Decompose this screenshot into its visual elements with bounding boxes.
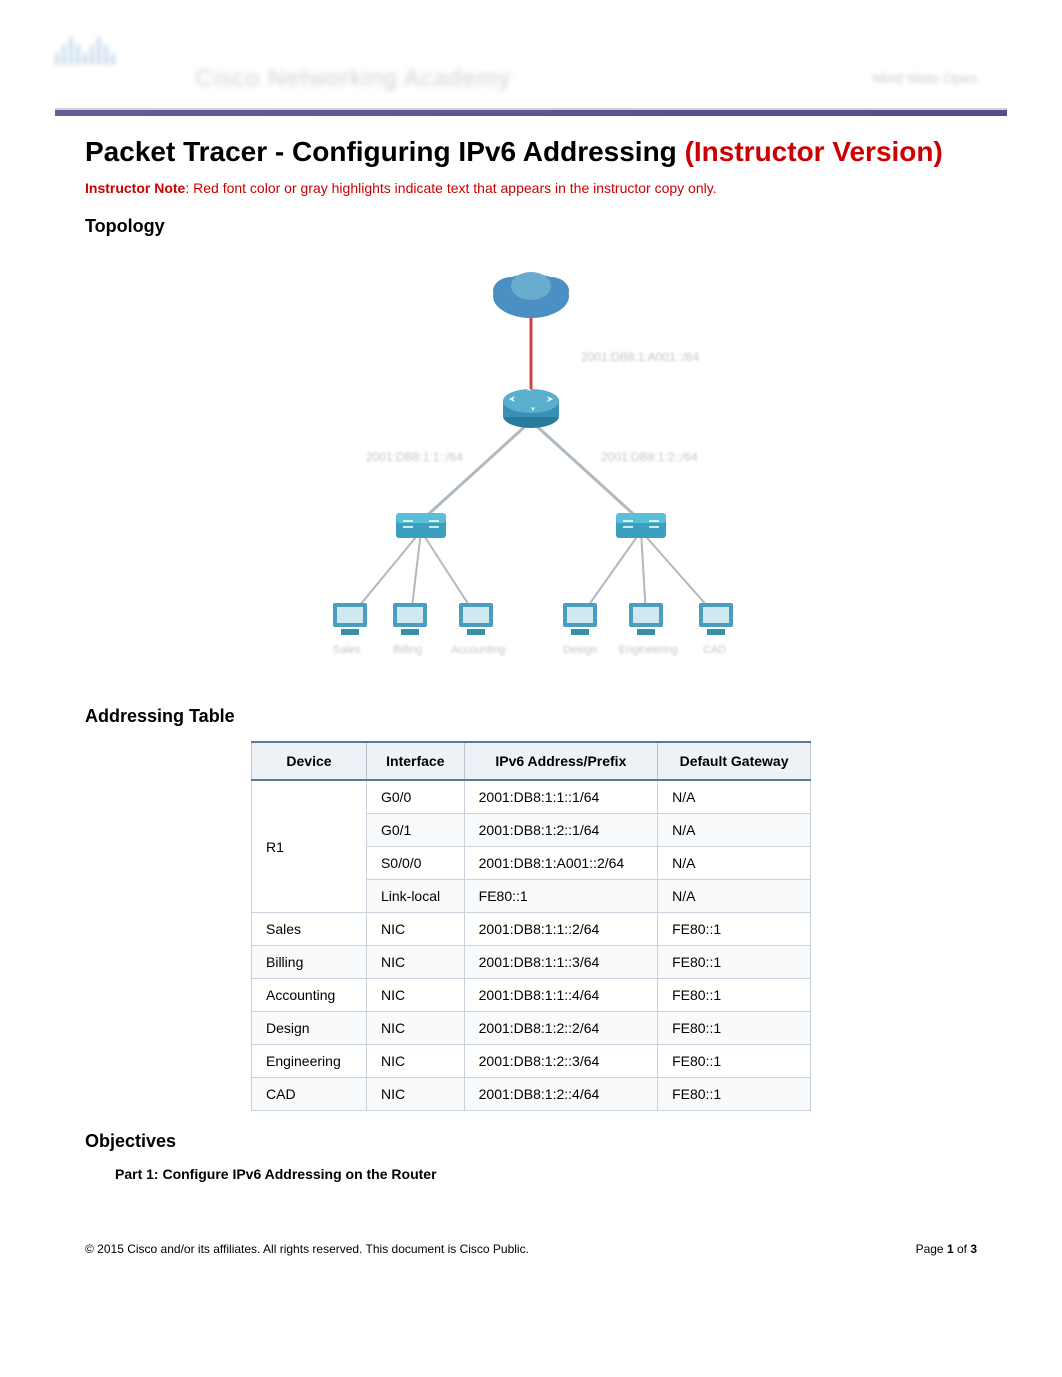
addressing-table: Device Interface IPv6 Address/Prefix Def…	[251, 741, 811, 1111]
cell-address: 2001:DB8:1:2::2/64	[464, 1012, 657, 1045]
cell-address: 2001:DB8:1:1::2/64	[464, 913, 657, 946]
cell-address: 2001:DB8:1:2::3/64	[464, 1045, 657, 1078]
label-lan1: 2001:DB8:1:1::/64	[366, 450, 463, 464]
link-lan2	[531, 421, 641, 521]
cell-interface: NIC	[366, 1012, 464, 1045]
router-icon	[503, 387, 559, 428]
cell-interface: S0/0/0	[366, 847, 464, 880]
instructor-note-label: Instructor Note	[85, 180, 185, 196]
cell-interface: NIC	[366, 913, 464, 946]
cell-gateway: FE80::1	[658, 979, 811, 1012]
cell-gateway: FE80::1	[658, 913, 811, 946]
pc-cad-icon	[699, 603, 733, 635]
col-address: IPv6 Address/Prefix	[464, 742, 657, 780]
page-title: Packet Tracer - Configuring IPv6 Address…	[85, 136, 977, 168]
table-header-row: Device Interface IPv6 Address/Prefix Def…	[252, 742, 811, 780]
header-divider	[55, 110, 1007, 116]
label-accounting: Accounting	[451, 644, 505, 656]
cell-address: 2001:DB8:1:2::4/64	[464, 1078, 657, 1111]
cell-address: 2001:DB8:1:1::1/64	[464, 780, 657, 814]
cell-gateway: FE80::1	[658, 1078, 811, 1111]
footer-copyright: © 2015 Cisco and/or its affiliates. All …	[85, 1242, 529, 1256]
label-cad: CAD	[703, 644, 726, 656]
col-device: Device	[252, 742, 367, 780]
cell-address: 2001:DB8:1:1::4/64	[464, 979, 657, 1012]
label-engineering: Engineering	[619, 644, 678, 656]
cell-interface: G0/1	[366, 814, 464, 847]
label-lan2: 2001:DB8:1:2::/64	[601, 450, 698, 464]
topology-diagram: 2001:DB8:1:A001::/64 2001:DB8:1:1::/64 2…	[85, 251, 977, 686]
pc-engineering-icon	[629, 603, 663, 635]
cell-device: CAD	[252, 1078, 367, 1111]
cell-gateway: FE80::1	[658, 1012, 811, 1045]
instructor-note-text: : Red font color or gray highlights indi…	[185, 180, 716, 196]
pc-design-icon	[563, 603, 597, 635]
header-brand-text: Cisco Networking Academy	[195, 65, 511, 93]
label-wan: 2001:DB8:1:A001::/64	[581, 350, 699, 364]
footer-page-number: Page 1 of 3	[916, 1242, 977, 1256]
cell-interface: NIC	[366, 1078, 464, 1111]
table-row: Accounting NIC 2001:DB8:1:1::4/64 FE80::…	[252, 979, 811, 1012]
col-gateway: Default Gateway	[658, 742, 811, 780]
topology-heading: Topology	[85, 216, 977, 237]
cell-gateway: N/A	[658, 880, 811, 913]
switch-left-icon	[396, 513, 446, 538]
cell-device: Sales	[252, 913, 367, 946]
objectives-part1: Part 1: Configure IPv6 Addressing on the…	[115, 1166, 977, 1182]
switch-right-icon	[616, 513, 666, 538]
label-billing: Billing	[393, 644, 422, 656]
cell-gateway: N/A	[658, 780, 811, 814]
pc-accounting-icon	[459, 603, 493, 635]
cell-interface: NIC	[366, 946, 464, 979]
cell-device: Engineering	[252, 1045, 367, 1078]
col-interface: Interface	[366, 742, 464, 780]
link-lan1	[421, 421, 531, 521]
cell-gateway: FE80::1	[658, 946, 811, 979]
document-page: Cisco Networking Academy Mind Wide Open …	[0, 0, 1062, 1296]
label-sales: Sales	[333, 644, 361, 656]
cell-device: R1	[252, 780, 367, 913]
cell-device: Billing	[252, 946, 367, 979]
topology-svg: 2001:DB8:1:A001::/64 2001:DB8:1:1::/64 2…	[271, 251, 791, 681]
table-row: R1 G0/0 2001:DB8:1:1::1/64 N/A	[252, 780, 811, 814]
cell-interface: NIC	[366, 979, 464, 1012]
label-design: Design	[563, 644, 597, 656]
cell-address: 2001:DB8:1:A001::2/64	[464, 847, 657, 880]
cell-address: 2001:DB8:1:2::1/64	[464, 814, 657, 847]
pc-sales-icon	[333, 603, 367, 635]
page-footer: © 2015 Cisco and/or its affiliates. All …	[85, 1242, 977, 1256]
cloud-icon	[493, 272, 569, 318]
cell-interface: NIC	[366, 1045, 464, 1078]
cell-address: 2001:DB8:1:1::3/64	[464, 946, 657, 979]
table-row: Engineering NIC 2001:DB8:1:2::3/64 FE80:…	[252, 1045, 811, 1078]
addressing-heading: Addressing Table	[85, 706, 977, 727]
cell-gateway: FE80::1	[658, 1045, 811, 1078]
table-row: Sales NIC 2001:DB8:1:1::2/64 FE80::1	[252, 913, 811, 946]
header-tagline: Mind Wide Open	[873, 70, 977, 86]
table-row: Design NIC 2001:DB8:1:2::2/64 FE80::1	[252, 1012, 811, 1045]
table-row: Billing NIC 2001:DB8:1:1::3/64 FE80::1	[252, 946, 811, 979]
table-row: CAD NIC 2001:DB8:1:2::4/64 FE80::1	[252, 1078, 811, 1111]
title-instructor-tag: (Instructor Version)	[677, 136, 943, 167]
cisco-logo	[55, 35, 135, 85]
objectives-heading: Objectives	[85, 1131, 977, 1152]
title-main: Packet Tracer - Configuring IPv6 Address…	[85, 136, 677, 167]
cell-interface: Link-local	[366, 880, 464, 913]
cell-device: Accounting	[252, 979, 367, 1012]
cell-device: Design	[252, 1012, 367, 1045]
cell-address: FE80::1	[464, 880, 657, 913]
cell-gateway: N/A	[658, 847, 811, 880]
instructor-note: Instructor Note: Red font color or gray …	[85, 180, 977, 196]
cell-gateway: N/A	[658, 814, 811, 847]
page-header: Cisco Networking Academy Mind Wide Open	[85, 40, 977, 100]
pc-billing-icon	[393, 603, 427, 635]
cell-interface: G0/0	[366, 780, 464, 814]
